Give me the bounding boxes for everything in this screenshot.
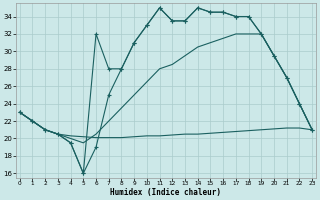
X-axis label: Humidex (Indice chaleur): Humidex (Indice chaleur) [110, 188, 221, 197]
